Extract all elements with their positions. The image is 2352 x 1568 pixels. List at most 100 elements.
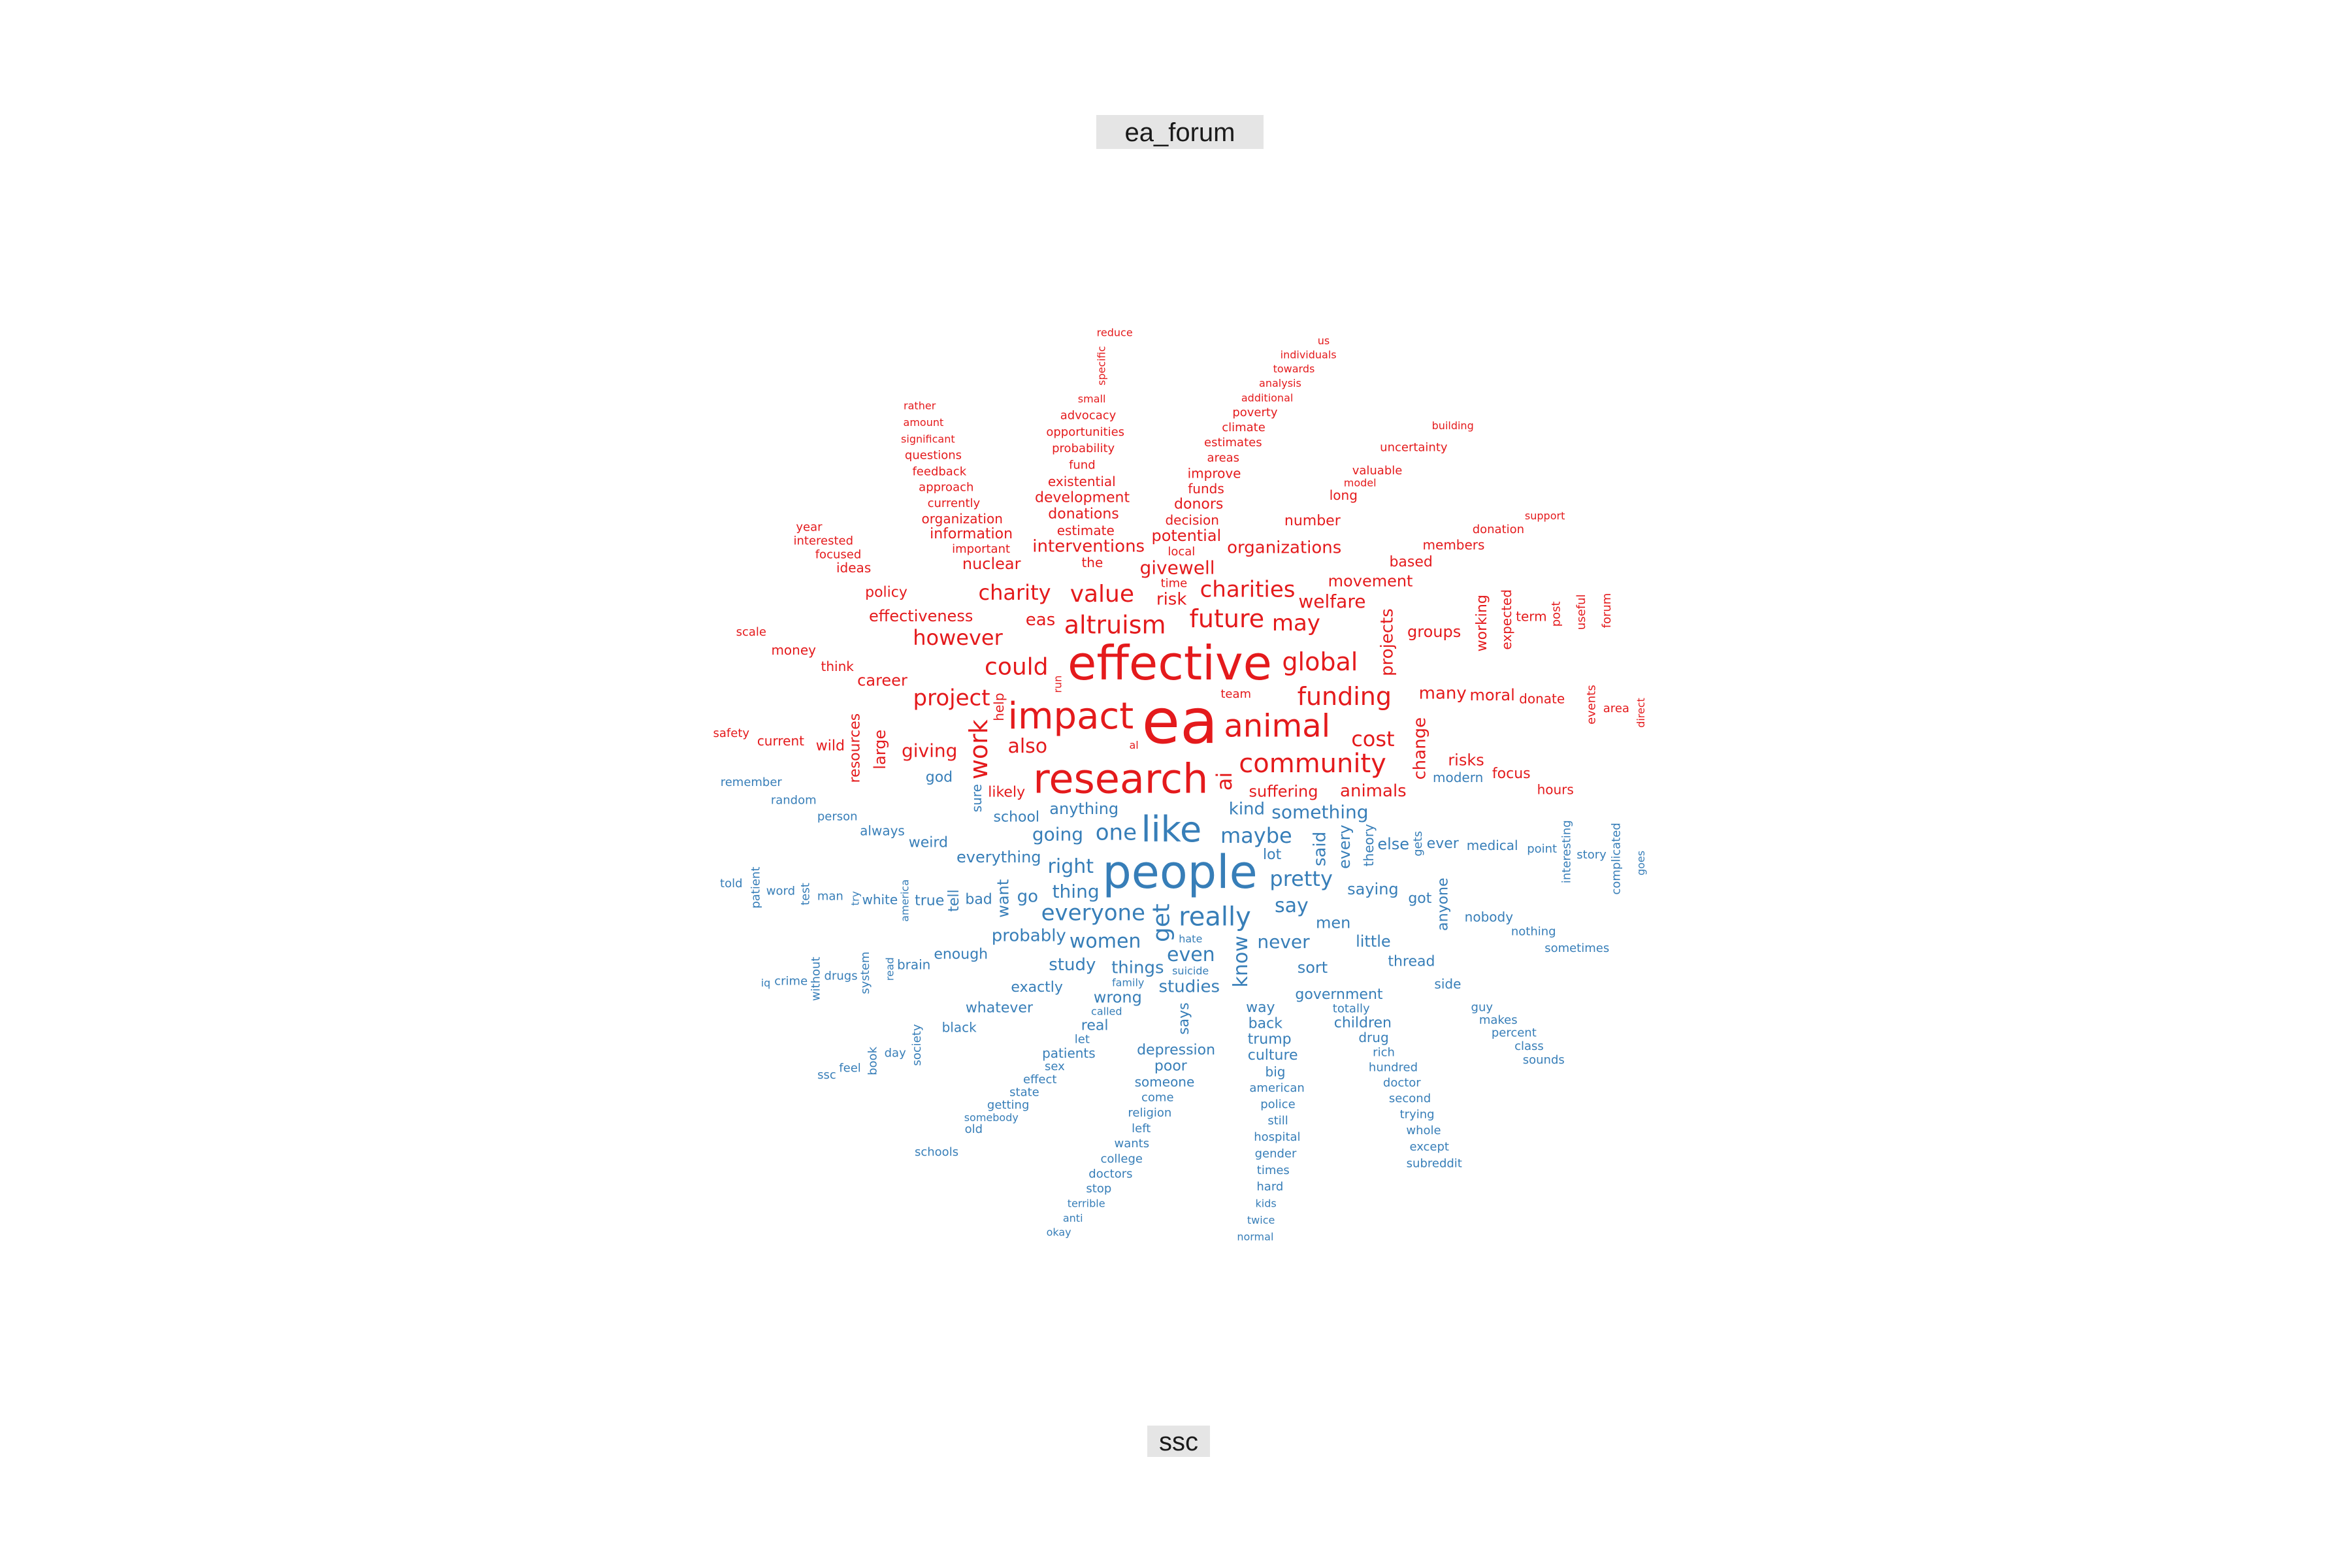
word-something: something xyxy=(1271,801,1368,823)
word-direct: direct xyxy=(1635,698,1647,728)
word-groups: groups xyxy=(1407,623,1461,641)
group-label-ssc-text: ssc xyxy=(1159,1428,1198,1456)
word-read: read xyxy=(883,957,896,981)
word-going: going xyxy=(1032,824,1083,845)
word-person: person xyxy=(817,809,858,823)
word-probably: probably xyxy=(992,926,1066,945)
word-modern: modern xyxy=(1433,770,1483,785)
word-existential: existential xyxy=(1048,474,1116,489)
word-let: let xyxy=(1075,1033,1090,1047)
word-working: working xyxy=(1474,595,1490,651)
word-depression: depression xyxy=(1137,1042,1215,1058)
word-twice: twice xyxy=(1247,1214,1275,1226)
word-never: never xyxy=(1257,931,1310,953)
word-day: day xyxy=(885,1047,906,1060)
word-sort: sort xyxy=(1298,958,1328,977)
word-except: except xyxy=(1409,1140,1449,1154)
word-system: system xyxy=(858,951,872,994)
word-anyone: anyone xyxy=(1435,877,1451,930)
word-trying: trying xyxy=(1400,1107,1435,1121)
word-kids: kids xyxy=(1256,1198,1277,1210)
word-reduce: reduce xyxy=(1097,327,1133,339)
word-hate: hate xyxy=(1179,933,1202,945)
word-everything: everything xyxy=(956,848,1041,866)
word-hours: hours xyxy=(1537,781,1574,797)
word-people: people xyxy=(1102,845,1257,899)
word-state: state xyxy=(1009,1086,1039,1100)
word-enough: enough xyxy=(934,947,988,963)
word-team: team xyxy=(1220,687,1251,701)
word-support: support xyxy=(1525,510,1565,522)
word-organization: organization xyxy=(922,511,1003,527)
word-career: career xyxy=(857,672,907,690)
word-year: year xyxy=(796,520,823,534)
word-donations: donations xyxy=(1048,506,1119,523)
word-moral: moral xyxy=(1469,686,1514,704)
word-development: development xyxy=(1035,490,1130,506)
word-gets: gets xyxy=(1411,831,1425,857)
word-little: little xyxy=(1356,932,1391,951)
word-feel: feel xyxy=(839,1062,861,1075)
word-nobody: nobody xyxy=(1465,909,1514,925)
word-based: based xyxy=(1389,554,1432,570)
word-family: family xyxy=(1112,977,1144,989)
word-value: value xyxy=(1070,581,1134,608)
word-scale: scale xyxy=(736,625,766,639)
word-large: large xyxy=(871,730,889,770)
word-word: word xyxy=(766,884,795,898)
word-feedback: feedback xyxy=(912,465,966,478)
word-hundred: hundred xyxy=(1369,1061,1418,1075)
word-forum: forum xyxy=(1600,593,1614,629)
word-the: the xyxy=(1081,555,1103,570)
word-guy: guy xyxy=(1471,1001,1494,1015)
word-somebody: somebody xyxy=(964,1111,1019,1124)
word-told: told xyxy=(720,877,743,890)
word-useful: useful xyxy=(1575,594,1588,630)
word-right: right xyxy=(1048,855,1094,878)
word-cost: cost xyxy=(1351,727,1394,751)
word-maybe: maybe xyxy=(1220,823,1292,848)
word-even: even xyxy=(1167,943,1215,966)
word-saying: saying xyxy=(1347,880,1399,898)
word-tell: tell xyxy=(946,889,962,911)
word-kind: kind xyxy=(1229,799,1265,819)
word-nothing: nothing xyxy=(1511,924,1556,938)
word-thread: thread xyxy=(1388,953,1435,970)
word-sure: sure xyxy=(969,784,985,812)
group-label-ea-forum: ea_forum xyxy=(1096,115,1264,149)
word-poor: poor xyxy=(1154,1058,1188,1074)
word-donate: donate xyxy=(1519,691,1565,707)
word-community: community xyxy=(1239,749,1386,779)
word-currently: currently xyxy=(928,497,981,510)
word-get: get xyxy=(1149,904,1175,942)
word-okay: okay xyxy=(1047,1226,1071,1239)
word-project: project xyxy=(913,685,990,711)
word-likely: likely xyxy=(988,784,1025,800)
word-poverty: poverty xyxy=(1232,406,1278,419)
word-ai: ai xyxy=(1212,772,1237,791)
word-college: college xyxy=(1100,1152,1143,1166)
word-terrible: terrible xyxy=(1068,1198,1105,1210)
word-men: men xyxy=(1316,913,1350,932)
word-women: women xyxy=(1070,930,1141,953)
word-number: number xyxy=(1284,513,1341,529)
word-effectiveness: effectiveness xyxy=(869,607,973,625)
word-resources: resources xyxy=(847,713,863,783)
word-also: also xyxy=(1007,735,1047,758)
word-sometimes: sometimes xyxy=(1544,941,1609,955)
word-giving: giving xyxy=(902,740,957,761)
word-ssc: ssc xyxy=(817,1068,836,1082)
word-building: building xyxy=(1432,419,1474,432)
word-future: future xyxy=(1190,604,1265,633)
word-children: children xyxy=(1334,1015,1392,1031)
word-still: still xyxy=(1267,1114,1288,1128)
word-anti: anti xyxy=(1063,1212,1083,1224)
word-risk: risk xyxy=(1156,590,1187,610)
word-know: know xyxy=(1230,936,1252,987)
word-global: global xyxy=(1282,647,1358,676)
word-policy: policy xyxy=(865,585,907,601)
word-probability: probability xyxy=(1052,442,1115,455)
word-try: try xyxy=(849,891,861,906)
word-climate: climate xyxy=(1222,421,1266,434)
